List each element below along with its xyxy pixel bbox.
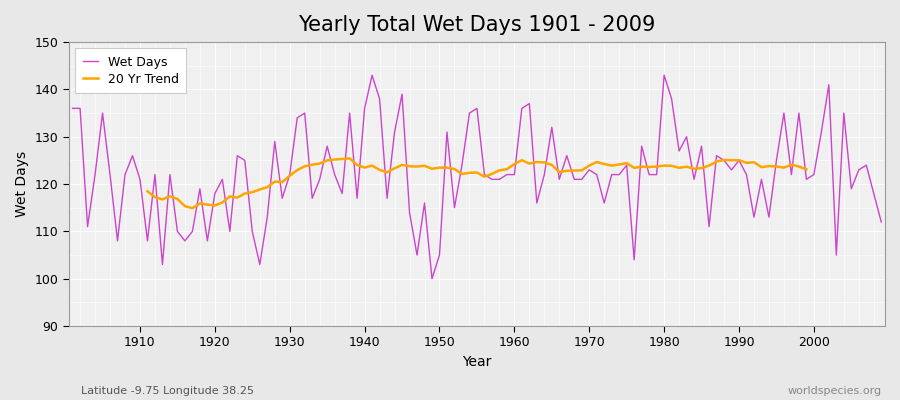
20 Yr Trend [217,200,228,205]
X-axis label: Year: Year [463,355,491,369]
Text: Latitude -9.75 Longitude 38.25: Latitude -9.75 Longitude 38.25 [81,386,254,396]
20 Yr Trend [344,156,355,161]
Wet Days [614,172,625,177]
Y-axis label: Wet Days: Wet Days [15,151,29,217]
20 Yr Trend [187,206,198,210]
Wet Days [127,153,138,158]
Title: Yearly Total Wet Days 1901 - 2009: Yearly Total Wet Days 1901 - 2009 [298,15,655,35]
Line: 20 Yr Trend: 20 Yr Trend [148,158,806,208]
Text: worldspecies.org: worldspecies.org [788,386,882,396]
Line: Wet Days: Wet Days [73,75,881,279]
20 Yr Trend [411,164,422,169]
20 Yr Trend [801,167,812,172]
Wet Days [427,276,437,281]
Wet Days [68,106,78,111]
20 Yr Trend [142,189,153,194]
Wet Days [337,191,347,196]
Wet Days [292,116,302,120]
20 Yr Trend [741,160,751,165]
Legend: Wet Days, 20 Yr Trend: Wet Days, 20 Yr Trend [75,48,186,93]
Wet Days [876,220,886,224]
20 Yr Trend [494,168,505,173]
20 Yr Trend [284,173,295,178]
Wet Days [524,101,535,106]
Wet Days [366,73,377,78]
Wet Days [517,106,527,111]
20 Yr Trend [232,195,243,200]
